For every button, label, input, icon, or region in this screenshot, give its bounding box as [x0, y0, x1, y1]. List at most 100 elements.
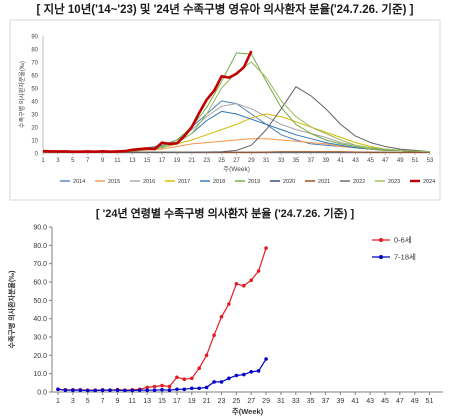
chart-1-y-tick-label: 10	[31, 139, 38, 145]
data-point-0-6세	[227, 302, 231, 306]
chart-2-x-tick-label: 11	[129, 398, 136, 405]
chart-1-y-tick-label: 20	[31, 126, 38, 132]
data-point-7-18세	[123, 388, 127, 393]
chart-2-x-tick-label: 23	[218, 398, 226, 405]
chart-2-x-tick-label: 5	[86, 398, 90, 405]
chart-1-x-tick-label: 11	[114, 158, 121, 164]
chart-2-y-tick-label: 40.0	[33, 316, 47, 323]
data-point-7-18세	[175, 387, 179, 392]
chart-1-y-tick-label: 70	[31, 61, 38, 67]
chart-2-y-tick-label: 50.0	[33, 298, 47, 305]
legend-label-2018: 2018	[213, 179, 225, 185]
legend-label-2017: 2017	[178, 179, 190, 185]
data-point-7-18세	[256, 369, 261, 373]
chart-2-x-tick-label: 17	[173, 398, 181, 405]
data-point-0-6세	[212, 333, 216, 338]
chart-2-x-tick-label: 1	[56, 398, 60, 405]
chart-1-x-axis-label: 주(Week)	[223, 165, 250, 173]
chart-2-y-tick-label: 20.0	[33, 353, 47, 360]
chart-1-y-tick-label: 60	[31, 74, 38, 80]
data-point-0-6세	[152, 384, 157, 389]
data-point-7-18세	[130, 388, 135, 393]
chart-title-1: [ 지난 10년('14~'23) 및 '24년 수족구병 영유아 의사환자 분…	[36, 4, 414, 16]
chart-2-x-tick-label: 47	[396, 398, 404, 405]
data-point-7-18세	[197, 386, 201, 391]
chart-2-x-tick-label: 3	[71, 398, 75, 405]
chart-1-x-tick-label: 45	[367, 158, 374, 164]
legend-label-2015: 2015	[108, 179, 120, 185]
chart-1-x-tick-label: 39	[322, 158, 329, 164]
chart-2-y-tick-label: 70.0	[33, 261, 47, 268]
chart-1-y-tick-label: 90	[31, 35, 38, 41]
data-point-7-18세	[137, 388, 142, 393]
data-point-0-6세	[167, 384, 172, 389]
data-point-7-18세	[212, 380, 216, 384]
data-point-0-6세	[264, 246, 268, 250]
data-point-0-6세	[204, 353, 209, 358]
chart-1-x-tick-label: 47	[382, 158, 389, 164]
legend-marker-7-18세	[379, 255, 383, 259]
chart-1-frame	[9, 19, 441, 201]
data-point-7-18세	[234, 373, 239, 378]
chart-1-x-tick-label: 29	[248, 158, 255, 164]
chart-1-x-tick-label: 21	[189, 158, 196, 164]
chart-2-y-tick-label: 30.0	[33, 335, 47, 342]
data-point-7-18세	[227, 376, 231, 381]
data-point-0-6세	[175, 375, 179, 380]
data-point-7-18세	[182, 387, 187, 392]
data-point-7-18세	[167, 388, 172, 393]
legend-label-2014: 2014	[73, 179, 85, 185]
data-point-7-18세	[93, 388, 97, 393]
legend-marker-0-6세	[379, 238, 383, 242]
legend-label-2016: 2016	[143, 179, 155, 185]
chart-2-y-tick-label: 80.0	[33, 243, 47, 250]
chart-2-x-tick-label: 29	[262, 398, 270, 405]
chart-1-x-tick-label: 19	[174, 158, 181, 164]
chart-2-x-tick-label: 27	[247, 398, 255, 405]
chart-2-x-tick-label: 15	[158, 398, 166, 405]
data-point-0-6세	[160, 383, 164, 388]
data-point-7-18세	[160, 388, 164, 392]
data-point-0-6세	[197, 366, 201, 371]
chart-1-x-tick-label: 43	[352, 158, 359, 164]
data-point-7-18세	[63, 388, 68, 393]
data-point-0-6세	[145, 385, 149, 390]
data-point-7-18세	[78, 388, 83, 393]
chart-2-x-tick-label: 49	[411, 398, 419, 405]
legend-label-2021: 2021	[318, 179, 330, 185]
data-point-7-18세	[100, 388, 105, 393]
data-point-7-18세	[85, 388, 90, 393]
chart-1-y-tick-label: 40	[31, 100, 38, 106]
data-point-7-18세	[71, 388, 75, 393]
chart-2-x-tick-label: 37	[322, 398, 330, 405]
chart-1-x-tick-label: 5	[71, 158, 75, 164]
data-point-7-18세	[115, 388, 120, 393]
chart-2-x-tick-label: 51	[426, 398, 434, 405]
chart-2-x-tick-label: 9	[115, 398, 119, 405]
data-point-7-18세	[249, 370, 253, 374]
chart-1-x-tick-label: 31	[263, 158, 270, 164]
data-point-7-18세	[242, 372, 246, 377]
chart-1-x-tick-label: 35	[293, 158, 300, 164]
chart-1-x-tick-label: 37	[308, 158, 315, 164]
chart-2-x-tick-label: 19	[188, 398, 196, 405]
series-line-2024	[42, 50, 253, 153]
legend-label-7-18세: 7-18세	[394, 253, 416, 262]
series-line-0-6세	[57, 247, 267, 391]
data-point-0-6세	[256, 269, 261, 273]
legend-label-2023: 2023	[388, 179, 400, 185]
chart-2-y-tick-label: 10.0	[33, 371, 47, 378]
data-point-7-18세	[190, 386, 194, 391]
data-point-7-18세	[56, 387, 60, 392]
legend-label-2022: 2022	[353, 179, 365, 185]
chart-1-x-tick-label: 15	[144, 158, 151, 164]
chart-1-x-tick-label: 51	[412, 158, 419, 164]
data-point-7-18세	[204, 385, 209, 390]
chart-2-x-tick-label: 33	[292, 398, 300, 405]
chart-1-x-tick-label: 27	[233, 158, 240, 164]
chart-2-x-tick-label: 13	[143, 398, 151, 405]
chart-1-y-tick-label: 50	[31, 87, 38, 93]
data-point-7-18세	[152, 388, 157, 393]
